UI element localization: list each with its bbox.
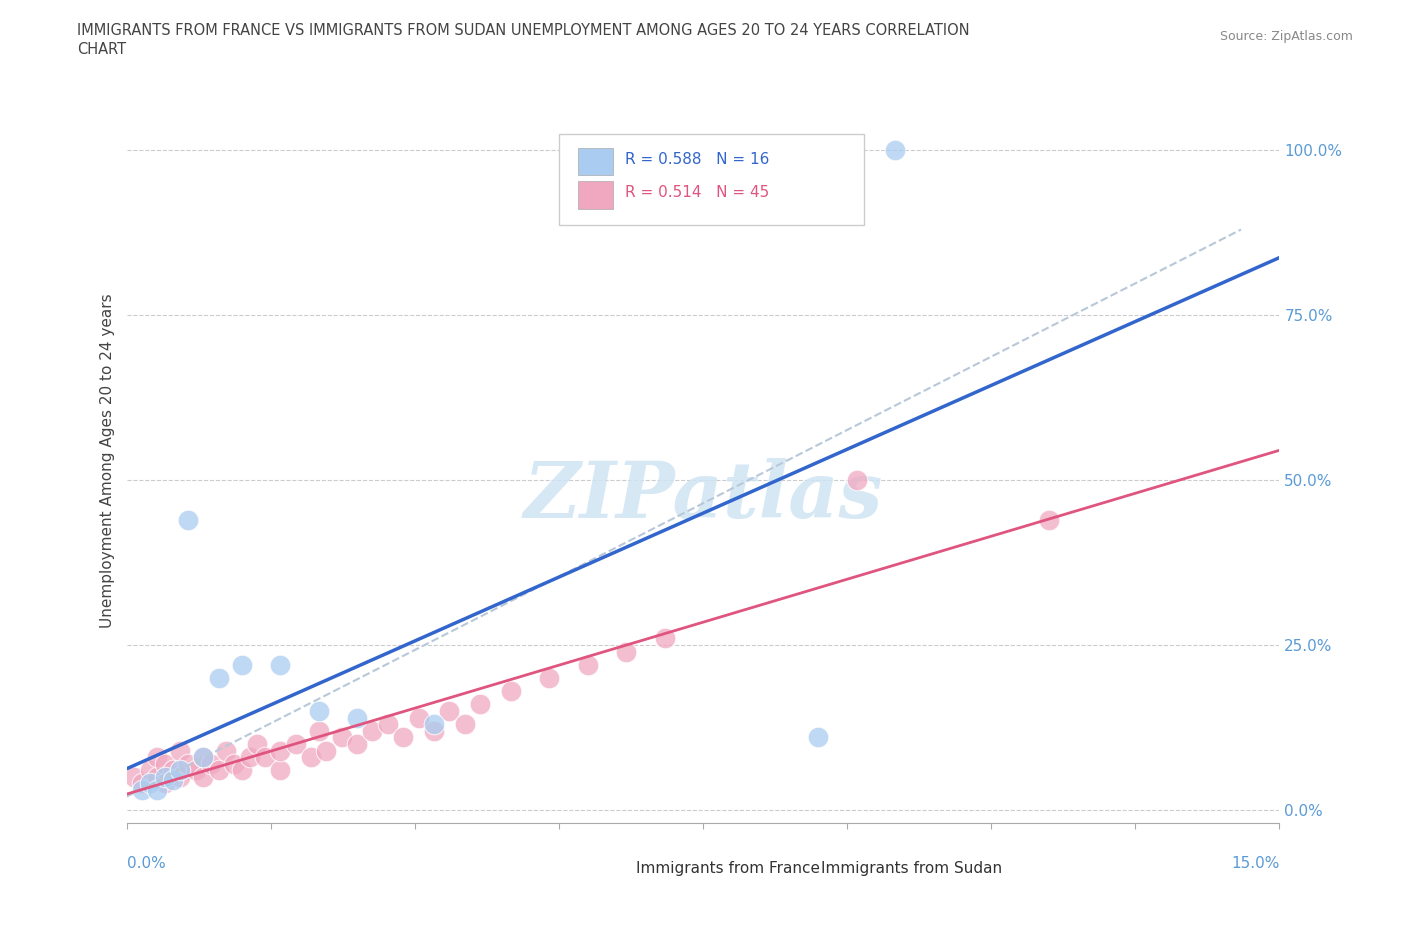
Point bbox=[231, 658, 253, 672]
Point bbox=[169, 763, 191, 777]
Point bbox=[153, 756, 176, 771]
Point bbox=[146, 769, 169, 784]
Point bbox=[408, 711, 430, 725]
Text: R = 0.588   N = 16: R = 0.588 N = 16 bbox=[624, 152, 769, 166]
FancyBboxPatch shape bbox=[578, 181, 613, 208]
Point bbox=[177, 756, 200, 771]
Point bbox=[153, 769, 176, 784]
FancyBboxPatch shape bbox=[560, 134, 865, 225]
Point bbox=[208, 671, 231, 685]
Point bbox=[499, 684, 522, 698]
Point bbox=[224, 756, 246, 771]
Point bbox=[193, 769, 215, 784]
Point bbox=[238, 750, 260, 764]
Point bbox=[423, 724, 446, 738]
Point bbox=[162, 773, 184, 788]
Text: 15.0%: 15.0% bbox=[1232, 856, 1279, 870]
Point bbox=[169, 769, 191, 784]
Text: Immigrants from France: Immigrants from France bbox=[636, 861, 820, 876]
Point bbox=[299, 750, 322, 764]
FancyBboxPatch shape bbox=[790, 857, 815, 880]
Point bbox=[122, 769, 145, 784]
Point bbox=[468, 697, 491, 711]
Point bbox=[284, 737, 307, 751]
Point bbox=[538, 671, 561, 685]
Point bbox=[439, 703, 461, 718]
Point bbox=[215, 743, 238, 758]
Point bbox=[208, 763, 231, 777]
Text: IMMIGRANTS FROM FRANCE VS IMMIGRANTS FROM SUDAN UNEMPLOYMENT AMONG AGES 20 TO 24: IMMIGRANTS FROM FRANCE VS IMMIGRANTS FRO… bbox=[77, 23, 970, 38]
Point bbox=[454, 717, 477, 732]
Text: Source: ZipAtlas.com: Source: ZipAtlas.com bbox=[1219, 30, 1353, 43]
Point bbox=[576, 658, 599, 672]
Point bbox=[231, 763, 253, 777]
Point bbox=[807, 730, 830, 745]
Point bbox=[153, 776, 176, 790]
Point bbox=[346, 711, 368, 725]
Point bbox=[361, 724, 384, 738]
Point bbox=[315, 743, 337, 758]
Point bbox=[138, 776, 160, 790]
Point bbox=[269, 743, 291, 758]
Point bbox=[131, 776, 153, 790]
Text: R = 0.514   N = 45: R = 0.514 N = 45 bbox=[624, 185, 769, 200]
Point bbox=[269, 658, 291, 672]
Point bbox=[269, 763, 291, 777]
FancyBboxPatch shape bbox=[578, 148, 613, 175]
Point bbox=[193, 750, 215, 764]
Point bbox=[845, 472, 868, 487]
Point bbox=[193, 750, 215, 764]
Point bbox=[146, 783, 169, 798]
Point bbox=[184, 763, 207, 777]
Point bbox=[131, 783, 153, 798]
Point bbox=[884, 143, 907, 158]
Point bbox=[177, 512, 200, 527]
Point bbox=[246, 737, 269, 751]
Text: ZIPatlas: ZIPatlas bbox=[523, 458, 883, 535]
Point bbox=[614, 644, 637, 659]
Point bbox=[423, 717, 446, 732]
Point bbox=[169, 743, 191, 758]
Point bbox=[146, 750, 169, 764]
FancyBboxPatch shape bbox=[605, 857, 630, 880]
Point bbox=[253, 750, 276, 764]
Text: 0.0%: 0.0% bbox=[127, 856, 166, 870]
Point bbox=[138, 763, 160, 777]
Point bbox=[1038, 512, 1060, 527]
Point bbox=[377, 717, 399, 732]
Text: CHART: CHART bbox=[77, 42, 127, 57]
Y-axis label: Unemployment Among Ages 20 to 24 years: Unemployment Among Ages 20 to 24 years bbox=[100, 293, 115, 628]
Point bbox=[654, 631, 676, 645]
Point bbox=[200, 756, 222, 771]
Point bbox=[308, 724, 330, 738]
Point bbox=[308, 703, 330, 718]
Text: Immigrants from Sudan: Immigrants from Sudan bbox=[821, 861, 1001, 876]
Point bbox=[392, 730, 415, 745]
Point bbox=[162, 763, 184, 777]
Point bbox=[346, 737, 368, 751]
Point bbox=[330, 730, 353, 745]
